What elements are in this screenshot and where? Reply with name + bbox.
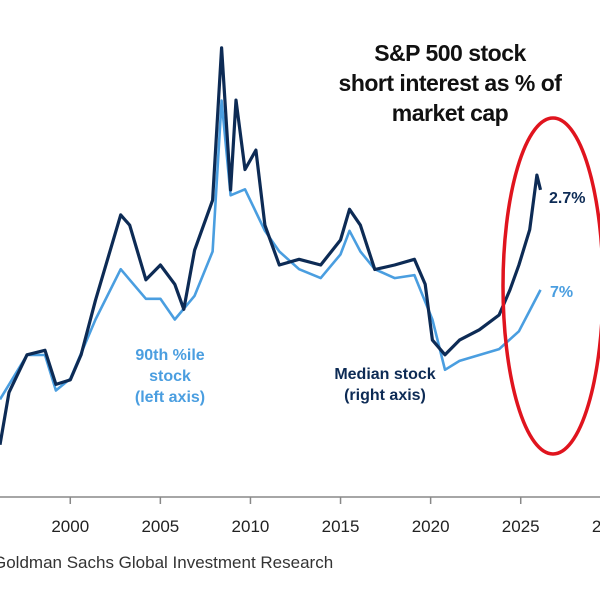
x-tick-label: 2000 xyxy=(51,517,89,536)
x-tick-label: 2005 xyxy=(141,517,179,536)
chart-title: S&P 500 stock short interest as % of mar… xyxy=(300,38,600,128)
label-line: 90th %ile xyxy=(135,347,205,364)
x-tick-label: 2010 xyxy=(232,517,270,536)
title-line: short interest as % of xyxy=(338,70,562,96)
label-line: (left axis) xyxy=(134,389,206,406)
end-label-median: 2.7% xyxy=(549,190,586,207)
x-tick-label: 2030 xyxy=(592,517,600,536)
title-line: S&P 500 stock xyxy=(374,40,526,66)
x-tick-label: 2020 xyxy=(412,517,450,536)
title-line: market cap xyxy=(391,100,509,126)
label-line: Median stock xyxy=(334,366,436,383)
highlight-ellipse xyxy=(501,116,600,456)
label-line: (right axis) xyxy=(344,387,426,404)
label-line: stock xyxy=(149,368,191,385)
series-label-median: Median stock (right axis) xyxy=(315,364,455,406)
end-label-90th: 7% xyxy=(550,284,574,301)
x-tick-label: 2025 xyxy=(502,517,540,536)
x-tick-label: 2015 xyxy=(322,517,360,536)
series-label-90th: 90th %ile stock (left axis) xyxy=(110,345,230,408)
source-note: Goldman Sachs Global Investment Research xyxy=(0,553,334,572)
series-line-median xyxy=(0,46,543,445)
